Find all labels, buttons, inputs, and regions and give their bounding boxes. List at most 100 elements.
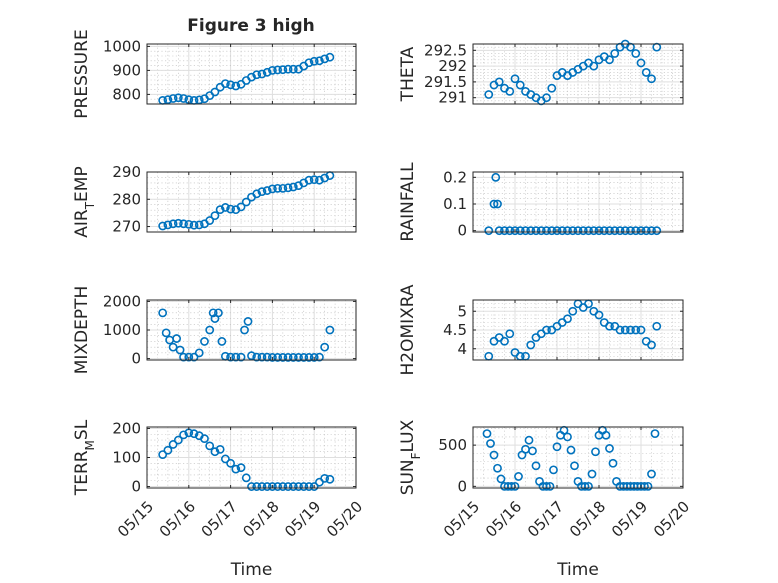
data-point <box>267 353 277 362</box>
data-point <box>205 325 215 335</box>
data-point <box>288 353 298 362</box>
data-point <box>568 306 578 316</box>
data-point <box>179 430 188 440</box>
data-point <box>200 434 209 444</box>
data-point <box>163 445 173 455</box>
data-point <box>309 482 319 491</box>
data-point <box>580 481 590 491</box>
data-point <box>252 482 262 491</box>
chart-mixdepth: 0 1000 2000 MIXDEPTH <box>72 286 357 374</box>
data-point <box>552 226 562 236</box>
y-axis-label: THETA <box>398 46 418 102</box>
data-point <box>288 182 298 192</box>
data-point <box>283 64 293 74</box>
data-point <box>515 80 525 90</box>
data-point <box>226 204 235 214</box>
data-point <box>652 226 662 236</box>
data-point <box>631 325 641 335</box>
data-points <box>484 172 662 236</box>
y-tick-label: 4.5 <box>443 321 467 339</box>
data-point <box>510 226 520 236</box>
y-tick-label: 292 <box>438 57 467 75</box>
data-point <box>505 329 515 339</box>
data-point <box>591 447 600 457</box>
y-axis-label: PRESSURE <box>72 29 92 118</box>
data-point <box>515 226 525 236</box>
data-point <box>510 74 520 84</box>
data-point <box>210 87 220 97</box>
data-point <box>566 445 576 455</box>
data-point <box>158 221 168 231</box>
data-point <box>226 352 235 362</box>
data-point <box>647 226 656 236</box>
data-point <box>325 474 335 484</box>
data-point <box>217 337 227 346</box>
data-point <box>489 199 499 209</box>
axes-box <box>472 426 684 489</box>
data-point <box>545 481 555 491</box>
data-point <box>179 352 188 362</box>
data-point <box>267 184 277 194</box>
data-point <box>652 321 662 331</box>
data-point <box>647 74 656 84</box>
data-point <box>273 482 283 491</box>
data-point <box>500 336 509 346</box>
data-point <box>243 317 253 326</box>
data-point <box>257 482 267 491</box>
data-point <box>524 435 534 445</box>
data-point <box>542 226 551 236</box>
y-tick-label: 0 <box>457 222 467 240</box>
data-point <box>615 226 625 236</box>
y-tick-label: 4 <box>457 340 467 358</box>
y-tick-label: 0 <box>131 350 141 368</box>
data-point <box>283 183 293 193</box>
data-point <box>563 314 572 324</box>
data-point <box>215 444 225 454</box>
data-point <box>241 473 251 483</box>
data-point <box>252 70 262 80</box>
data-point <box>236 463 246 473</box>
y-tick-label: 0.2 <box>443 168 467 186</box>
data-point <box>526 226 536 236</box>
data-point <box>309 175 319 185</box>
data-point <box>189 220 199 230</box>
data-point <box>257 69 267 79</box>
data-point <box>226 458 235 468</box>
data-point <box>262 352 272 362</box>
data-point <box>489 450 499 460</box>
data-point <box>315 175 324 185</box>
data-point <box>299 482 309 491</box>
data-point <box>241 197 251 207</box>
data-point <box>605 226 614 236</box>
data-point <box>252 189 262 199</box>
data-point <box>288 64 298 74</box>
y-tick-label: 270 <box>112 218 141 236</box>
data-point <box>173 93 183 103</box>
data-points <box>158 308 335 362</box>
data-point <box>184 352 194 362</box>
y-tick-label: 1000 <box>103 37 141 55</box>
chart-h2omixra: 44.55 H2OMIXRA <box>398 284 684 376</box>
data-point <box>500 226 509 236</box>
data-point <box>262 186 272 195</box>
chart-pressure: 800 900 1000 PRESSURE <box>72 29 357 119</box>
data-points <box>158 52 335 105</box>
data-point <box>620 325 630 335</box>
data-point <box>257 352 267 362</box>
data-point <box>496 474 506 484</box>
data-point <box>168 342 178 352</box>
data-point <box>320 342 330 352</box>
data-point <box>589 61 599 71</box>
data-point <box>636 226 646 236</box>
data-point <box>210 447 220 457</box>
data-point <box>605 321 614 331</box>
data-point <box>168 440 178 449</box>
data-point <box>226 80 235 90</box>
data-point <box>220 203 230 212</box>
y-tick-label: 2000 <box>103 292 141 310</box>
data-point <box>542 93 551 103</box>
data-point <box>584 481 593 491</box>
data-point <box>210 211 220 221</box>
data-point <box>584 226 593 236</box>
